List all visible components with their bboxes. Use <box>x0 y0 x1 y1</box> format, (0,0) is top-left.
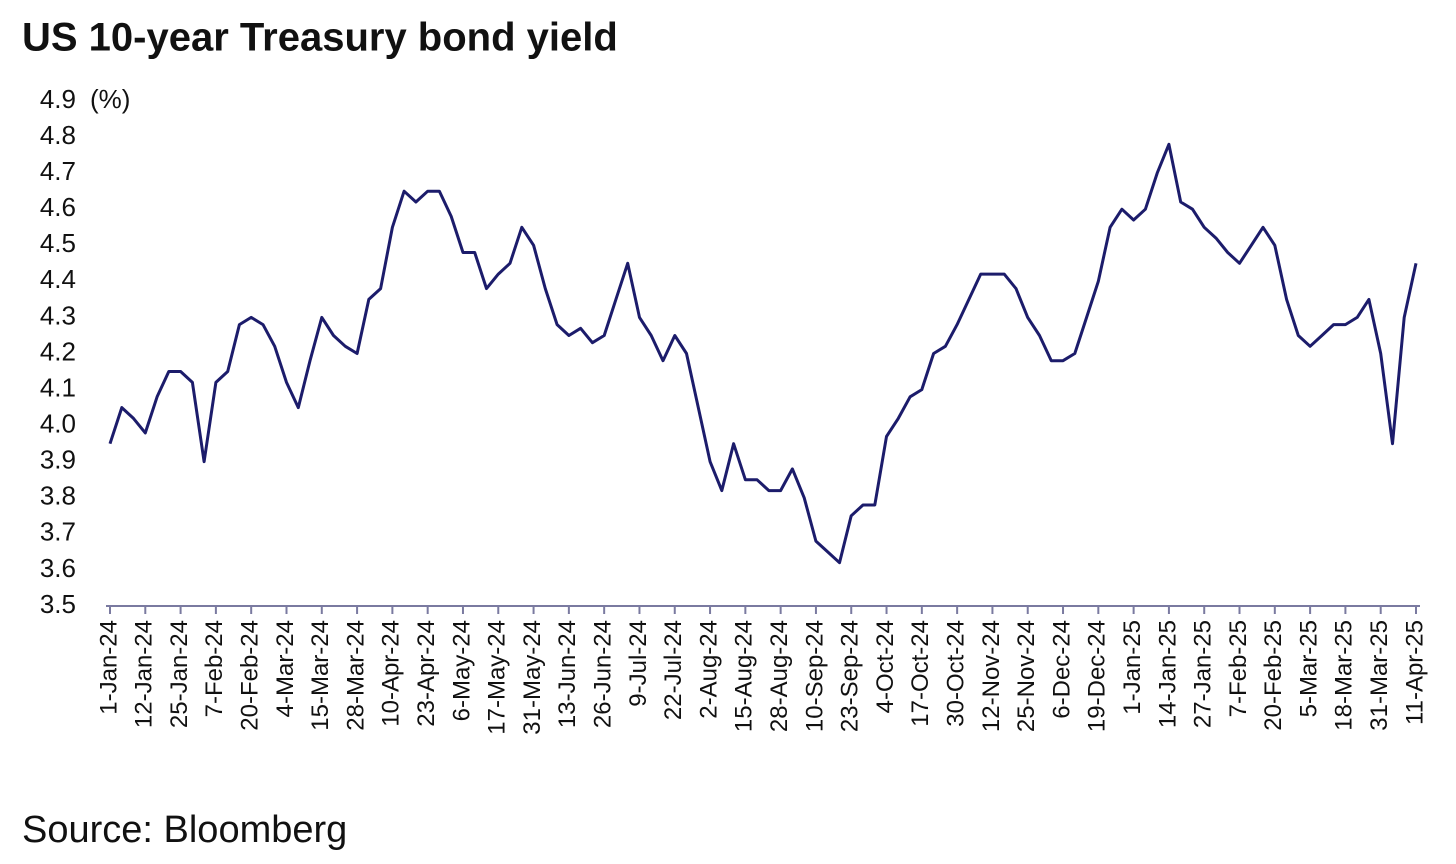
x-tick-label: 6-Dec-24 <box>1048 620 1075 719</box>
x-tick-label: 1-Jan-24 <box>95 620 122 715</box>
y-tick-label: 4.9 <box>40 84 76 114</box>
x-tick-label: 6-May-24 <box>448 620 475 721</box>
x-tick-label: 30-Oct-24 <box>942 620 969 727</box>
x-tick-label: 2-Aug-24 <box>695 620 722 719</box>
x-tick-label: 25-Nov-24 <box>1013 620 1040 732</box>
y-tick-label: 4.8 <box>40 120 76 150</box>
x-tick-label: 28-Mar-24 <box>342 620 369 731</box>
x-tick-label: 20-Feb-25 <box>1260 620 1287 731</box>
x-tick-label: 17-May-24 <box>484 620 511 735</box>
x-tick-label: 15-Mar-24 <box>307 620 334 731</box>
yield-line <box>108 142 1418 565</box>
x-tick-label: 28-Aug-24 <box>766 620 793 732</box>
y-tick-label: 3.6 <box>40 553 76 583</box>
x-tick-label: 11-Apr-25 <box>1401 620 1428 725</box>
x-tick-label: 23-Sep-24 <box>837 620 864 732</box>
x-tick-label: 9-Jul-24 <box>625 620 652 707</box>
x-tick-label: 31-Mar-25 <box>1366 620 1393 731</box>
x-tick-label: 20-Feb-24 <box>237 620 264 731</box>
x-tick-label: 22-Jul-24 <box>660 620 687 720</box>
y-tick-label: 3.7 <box>40 517 76 547</box>
x-tick-label: 12-Jan-24 <box>131 620 158 728</box>
x-tick-label: 19-Dec-24 <box>1084 620 1111 732</box>
y-tick-label: 4.1 <box>40 372 76 402</box>
y-tick-label: 4.3 <box>40 300 76 330</box>
x-tick-label: 7-Feb-24 <box>201 620 228 717</box>
x-tick-label: 18-Mar-25 <box>1331 620 1358 731</box>
y-tick-label: 4.5 <box>40 228 76 258</box>
source: Source: Bloomberg <box>22 809 347 851</box>
y-tick-label: 3.8 <box>40 481 76 511</box>
y-tick-label: 4.6 <box>40 192 76 222</box>
x-tick-label: 26-Jun-24 <box>590 620 617 728</box>
y-tick-label: 3.5 <box>40 589 76 619</box>
x-tick-label: 14-Jan-25 <box>1154 620 1181 728</box>
x-tick-label: 23-Apr-24 <box>413 620 440 727</box>
x-tick-label: 17-Oct-24 <box>907 620 934 727</box>
x-tick-label: 12-Nov-24 <box>978 620 1005 732</box>
x-tick-label: 10-Sep-24 <box>801 620 828 732</box>
y-tick-label: 3.9 <box>40 445 76 475</box>
x-tick-label: 5-Mar-25 <box>1295 620 1322 717</box>
x-tick-label: 27-Jan-25 <box>1190 620 1217 728</box>
x-tick-label: 13-Jun-24 <box>554 620 581 728</box>
y-tick-label: 4.0 <box>40 409 76 439</box>
y-tick-label: 4.4 <box>40 264 76 294</box>
y-tick-label: 4.7 <box>40 156 76 186</box>
x-tick-label: 10-Apr-24 <box>378 620 405 727</box>
x-tick-label: 15-Aug-24 <box>731 620 758 732</box>
chart-title: US 10-year Treasury bond yield <box>22 16 618 60</box>
x-tick-label: 4-Mar-24 <box>272 620 299 717</box>
x-tick-label: 1-Jan-25 <box>1119 620 1146 715</box>
x-tick-label: 25-Jan-24 <box>166 620 193 728</box>
x-tick-label: 31-May-24 <box>519 620 546 735</box>
x-tick-label: 4-Oct-24 <box>872 620 899 713</box>
y-axis-label: (%) <box>90 84 130 114</box>
y-tick-label: 4.2 <box>40 336 76 366</box>
x-tick-label: 7-Feb-25 <box>1225 620 1252 717</box>
